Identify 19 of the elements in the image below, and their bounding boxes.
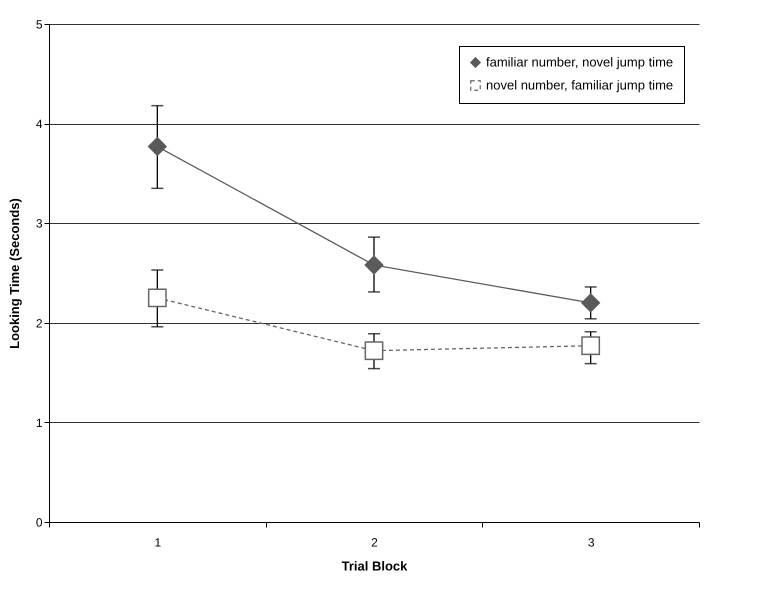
y-tick-label: 1 bbox=[36, 416, 43, 430]
x-tick-label: 3 bbox=[588, 536, 595, 550]
x-tick-label: 2 bbox=[371, 536, 378, 550]
y-tick-label: 4 bbox=[36, 117, 43, 132]
legend-label: familiar number, novel jump time bbox=[486, 54, 674, 70]
x-tick-label: 1 bbox=[154, 536, 162, 550]
legend-label: novel number, familiar jump time bbox=[486, 78, 674, 92]
point bbox=[364, 256, 384, 274]
point bbox=[581, 336, 600, 356]
y-tick-label: 5 bbox=[36, 18, 43, 32]
x-axis-title: Trial Block bbox=[342, 558, 408, 574]
y-tick-label: 0 bbox=[36, 516, 43, 530]
y-axis-title: Looking Time (Seconds) bbox=[6, 198, 22, 349]
point bbox=[581, 293, 600, 312]
y-tick-label: 3 bbox=[36, 216, 43, 231]
point bbox=[148, 288, 167, 308]
y-tick-label: 2 bbox=[36, 316, 43, 330]
point bbox=[364, 341, 384, 360]
point bbox=[148, 137, 167, 156]
